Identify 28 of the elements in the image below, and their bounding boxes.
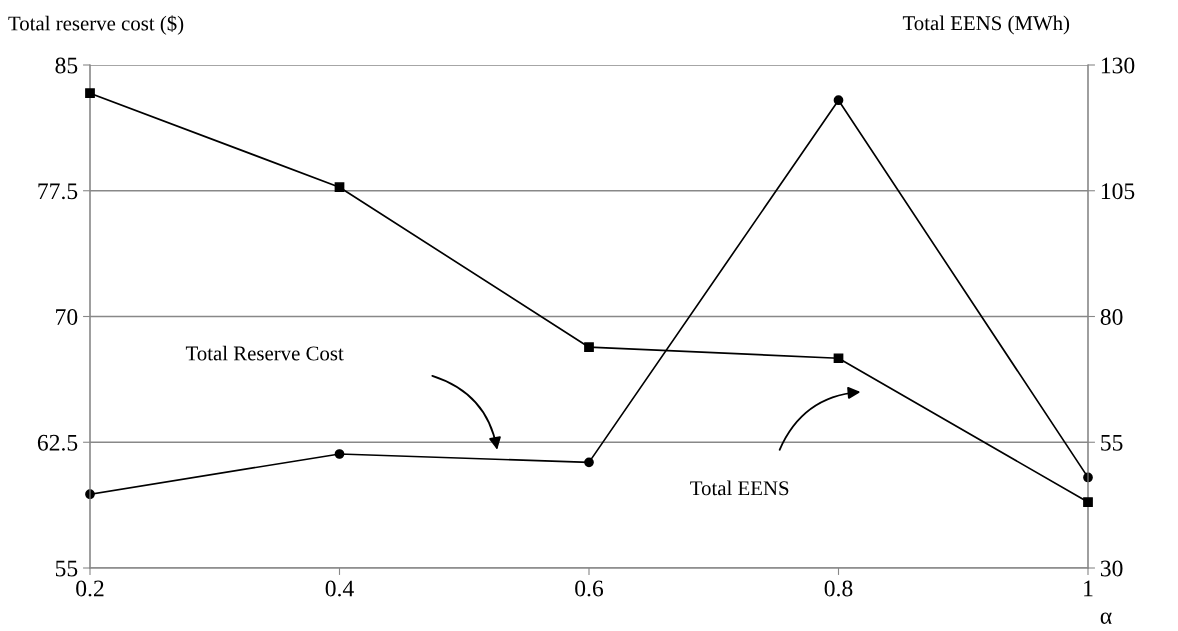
x-tick-label: 1 <box>1084 580 1093 597</box>
y-tick-label: 85 <box>55 57 78 74</box>
x-tick-label: 0.6 <box>575 580 604 597</box>
y2-tick-label: 30 <box>1100 560 1123 577</box>
y2-tick-label: 130 <box>1101 57 1135 74</box>
point <box>334 449 345 459</box>
y-tick-label: 62.5 <box>37 434 78 451</box>
y2-tick-label: 80 <box>1100 308 1123 325</box>
point <box>584 457 594 468</box>
x-tick-label: 0.2 <box>76 580 104 597</box>
point <box>85 88 95 99</box>
y-tick-label: 70 <box>56 308 78 325</box>
annotation: Total Reserve Cost <box>185 345 344 361</box>
point <box>833 353 844 364</box>
x-tick-label: 0.4 <box>325 580 354 597</box>
point <box>584 342 594 353</box>
point <box>833 95 844 106</box>
point <box>1083 497 1093 507</box>
point <box>334 182 345 193</box>
y-tick-label: 55 <box>55 560 78 577</box>
y2-tick-label: 105 <box>1101 183 1135 200</box>
x-axis-title: α <box>1100 612 1112 624</box>
x-tick-label: 0.8 <box>824 580 853 597</box>
annotation: Total EENS <box>690 480 789 496</box>
y2-tick-label: 55 <box>1101 434 1123 451</box>
y-axis-title: Total reserve cost ($) <box>8 15 184 35</box>
y-tick-label: 77.5 <box>38 183 78 200</box>
y2-axis-title: Total EENS (MWh) <box>902 15 1070 35</box>
